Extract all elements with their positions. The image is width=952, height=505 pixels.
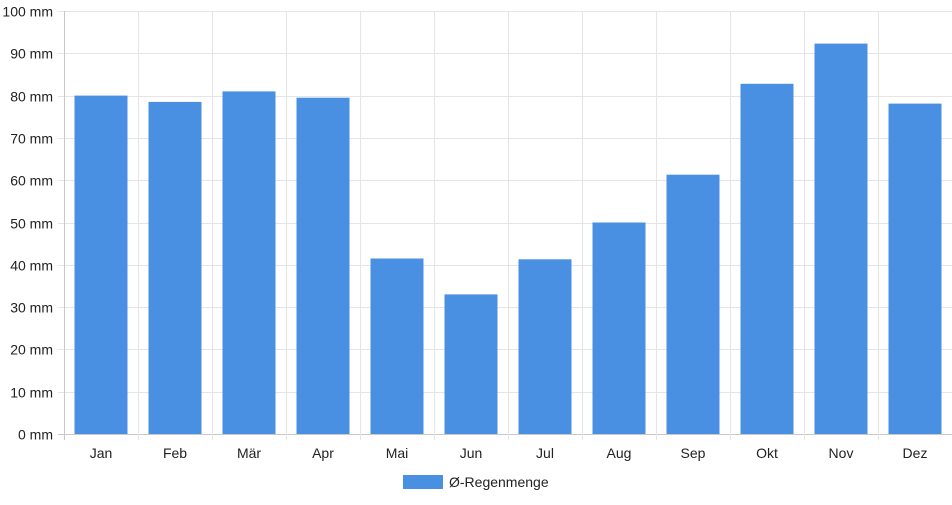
y-tick-label: 60 mm [10,173,53,189]
y-axis-ticks: 0 mm 10 mm 20 mm 30 mm 40 mm 50 mm 60 mm 70 mm 8… [2,4,53,443]
x-tick-label: Jan [90,445,113,461]
x-tick-label: Dez [903,445,928,461]
bar-Okt[interactable] [740,83,794,435]
bars [74,43,942,435]
bar-Jan[interactable] [74,95,128,434]
x-tick-label: Feb [163,445,187,461]
x-tick-label: Sep [681,445,706,461]
x-tick-label: Nov [829,445,854,461]
y-tick-label: 20 mm [10,342,53,358]
bar-Nov[interactable] [814,43,868,434]
y-tick-label: 80 mm [10,89,53,105]
y-tick-label: 90 mm [10,46,53,62]
legend[interactable]: Ø-Regenmenge [403,474,549,490]
x-tick-label: Mär [237,445,261,461]
bar-Apr[interactable] [296,97,350,434]
bar-Mai[interactable] [370,258,424,435]
x-tick-label: Okt [756,445,778,461]
x-tick-label: Jun [460,445,483,461]
y-tick-label: 10 mm [10,385,53,401]
bar-Feb[interactable] [148,101,202,435]
legend-label[interactable]: Ø-Regenmenge [449,474,549,490]
bar-Mär[interactable] [222,91,276,435]
y-tick-label: 70 mm [10,131,53,147]
x-tick-label: Aug [607,445,632,461]
y-tick-label: 50 mm [10,216,53,232]
bar-Jun[interactable] [444,294,498,434]
x-tick-label: Mai [386,445,409,461]
bar-Dez[interactable] [888,103,942,434]
y-tick-label: 0 mm [18,427,53,443]
bar-Aug[interactable] [592,222,646,435]
y-tick-label: 30 mm [10,300,53,316]
legend-swatch[interactable] [403,475,443,489]
x-tick-label: Jul [536,445,554,461]
y-tick-label: 40 mm [10,258,53,274]
y-tick-label: 100 mm [2,4,53,20]
bar-Jul[interactable] [518,259,572,434]
grid-lines [58,11,952,440]
bar-Sep[interactable] [666,174,720,434]
x-axis-ticks: Jan Feb Mär Apr Mai Jun Jul Aug Sep Okt Nov Dez [90,445,928,461]
x-tick-label: Apr [312,445,334,461]
